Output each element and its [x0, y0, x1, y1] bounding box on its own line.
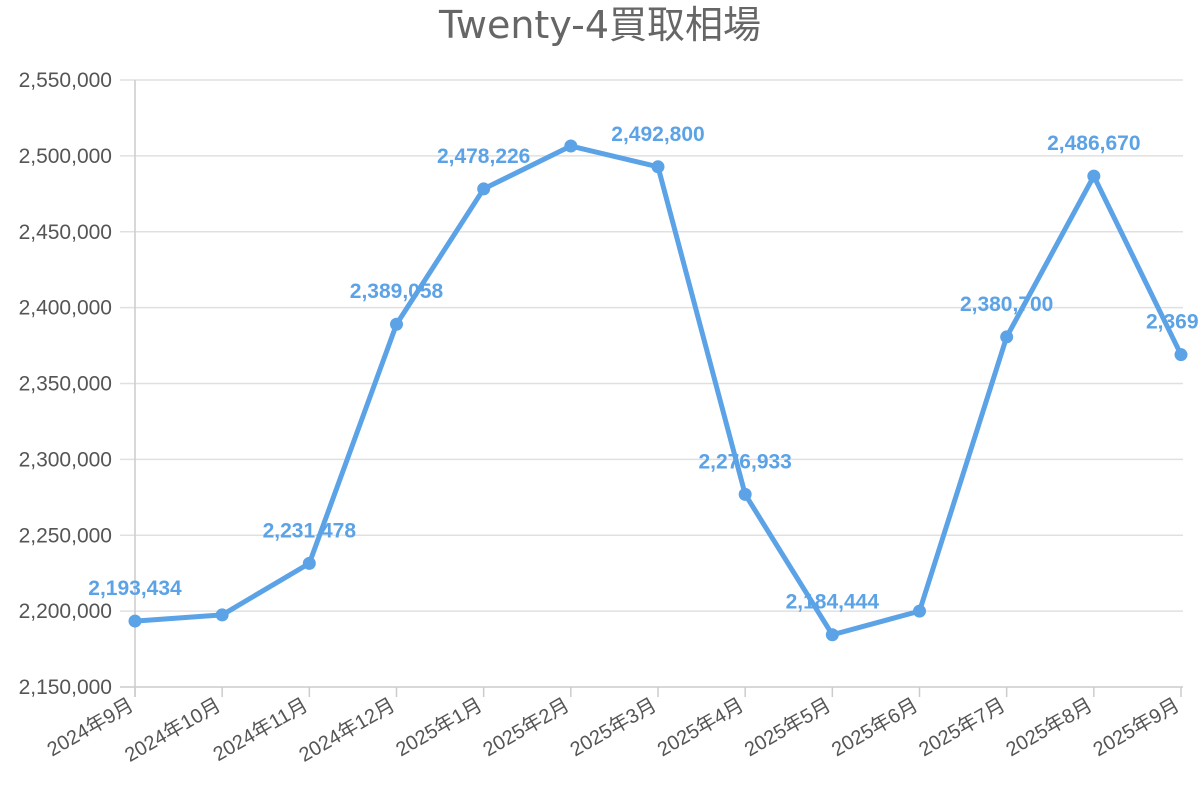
y-tick-label: 2,350,000 [19, 373, 112, 396]
data-point [913, 604, 926, 618]
data-label: 2,486,670 [1047, 132, 1140, 155]
y-tick-label: 2,300,000 [19, 448, 112, 471]
data-point [738, 487, 752, 501]
data-point [215, 608, 229, 622]
data-point [477, 182, 491, 196]
data-point [1000, 330, 1014, 344]
data-point [825, 628, 839, 642]
data-points [128, 139, 1188, 642]
x-tick-label: 2025年7月 [915, 693, 1009, 761]
data-label: 2,478,226 [437, 145, 530, 168]
x-tick-label: 2024年12月 [295, 693, 399, 766]
data-labels: 2,193,434 2,231,478 2,389,058 2,478,226 2,49… [88, 123, 1200, 614]
y-tick-label: 2,150,000 [19, 676, 112, 699]
x-tick-label: 2024年10月 [121, 693, 225, 766]
data-point [302, 556, 316, 570]
data-label: 2,492,800 [611, 123, 704, 146]
y-tick-label: 2,200,000 [19, 600, 112, 623]
x-tick-label: 2025年9月 [1089, 693, 1183, 761]
series-line-layer [132, 143, 1184, 638]
x-axis-ticks: 2024年9月2024年10月2024年11月2024年12月2025年1月20… [43, 693, 1183, 766]
data-point [1087, 169, 1101, 183]
x-tick-label: 2025年8月 [1002, 693, 1096, 761]
data-label: 2,193,434 [88, 577, 182, 600]
y-tick-label: 2,550,000 [19, 69, 112, 92]
data-point [564, 139, 578, 153]
x-tick-label: 2025年3月 [566, 693, 660, 761]
y-tick-label: 2,450,000 [19, 221, 112, 244]
data-point [128, 614, 142, 628]
y-axis-ticks: 2,150,000 2,200,000 2,250,000 2,300,000 2,35… [19, 69, 112, 699]
x-tick-label: 2025年4月 [653, 693, 747, 761]
y-tick-label: 2,500,000 [19, 145, 112, 168]
data-label: 2,184,444 [786, 591, 880, 614]
y-tick-label: 2,400,000 [19, 297, 112, 320]
x-tick-label: 2025年5月 [741, 693, 835, 761]
chart-title: Twenty-4買取相場 [438, 3, 761, 47]
y-tick-label: 2,250,000 [19, 524, 112, 547]
data-label: 2,380,700 [960, 293, 1053, 316]
grid-lines [120, 79, 1183, 697]
data-point [1174, 348, 1188, 362]
data-label: 2,369,0 [1146, 311, 1200, 334]
data-label: 2,276,933 [698, 450, 791, 473]
data-point [651, 160, 665, 174]
data-point [390, 317, 403, 331]
series-line [132, 143, 1184, 638]
data-label: 2,389,058 [350, 280, 444, 303]
x-tick-label: 2025年1月 [392, 693, 486, 761]
data-label: 2,231,478 [263, 519, 357, 542]
x-tick-label: 2025年6月 [828, 693, 922, 761]
x-tick-label: 2025年2月 [479, 693, 573, 761]
x-tick-label: 2024年11月 [209, 693, 312, 766]
